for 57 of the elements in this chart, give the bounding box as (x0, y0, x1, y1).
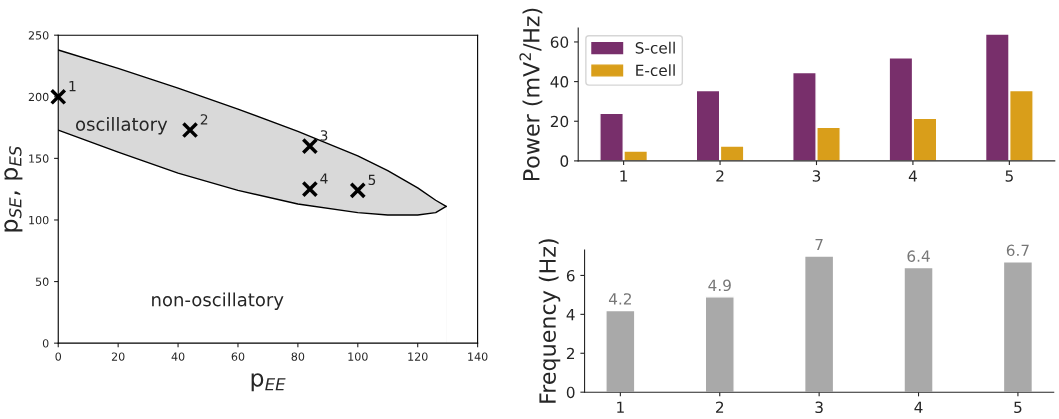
bar (903, 266, 934, 393)
legend-label: S-cell (635, 41, 675, 54)
x-axis-title: p$_{EE}$ (251, 373, 286, 392)
point (49, 88, 67, 106)
x-tick-label: 80 (291, 352, 305, 361)
x-tick-label: 120 (408, 352, 428, 361)
bar (605, 309, 636, 393)
x-tick-label: 20 (111, 352, 125, 361)
y-tick-label: 4 (566, 309, 575, 321)
annotation: 3 (320, 130, 328, 141)
point (301, 180, 319, 198)
y-axis-title: p$_{SE}$, p$_{ES}$ (4, 146, 23, 232)
x-tick-label: 2 (716, 401, 724, 413)
y-tick-label: 0 (42, 339, 49, 348)
y-tick-label: 20 (550, 115, 569, 128)
data-label: 4.2 (608, 293, 631, 305)
annotation: 1 (69, 81, 76, 92)
point (301, 137, 319, 155)
data-label: 6.7 (1006, 244, 1029, 257)
x-tick-label: 4 (908, 170, 917, 182)
x-tick-label: 5 (1005, 170, 1013, 182)
x-tick-label: 3 (815, 401, 823, 414)
x-tick-label: 100 (348, 352, 368, 361)
x-tick-label: 5 (1014, 401, 1022, 414)
x-tick-label: 1 (617, 401, 624, 413)
data-label: 6.4 (907, 250, 930, 262)
x-tick-label: 1 (620, 170, 628, 182)
y-tick-label: 0 (560, 155, 569, 167)
y-tick-label: 6 (566, 269, 575, 282)
data-label: 7 (815, 238, 823, 251)
x-tick-label: 2 (716, 170, 724, 182)
y-tick-label: 250 (28, 31, 49, 40)
x-tick-label: 3 (812, 170, 821, 182)
data-label: 4.9 (708, 279, 731, 292)
x-tick-label: 40 (171, 352, 185, 361)
y-tick-label: 0 (566, 386, 575, 399)
y-tick-label: 60 (550, 36, 569, 48)
point (349, 182, 367, 199)
y-tick-label: 100 (29, 215, 49, 225)
y-axis-title: Power (mV$^{2}$/Hz) (519, 8, 543, 181)
y-tick-label: 50 (35, 277, 49, 286)
annotation: non-oscillatory (152, 292, 284, 310)
annotation: 2 (200, 114, 208, 125)
y-tick-label: 40 (550, 76, 569, 88)
bar (803, 255, 835, 393)
annotation: oscillatory (76, 116, 168, 135)
bar (1002, 261, 1034, 393)
y-tick-label: 200 (28, 92, 49, 102)
legend-label: E-cell (636, 64, 675, 77)
point (181, 121, 199, 139)
x-tick-label: 0 (55, 352, 62, 361)
y-axis-title: Frequency (Hz) (538, 239, 561, 403)
x-tick-label: 4 (914, 401, 923, 413)
bar (704, 296, 735, 393)
x-tick-label: 140 (468, 352, 488, 361)
y-tick-label: 150 (29, 154, 49, 163)
x-tick-label: 60 (231, 352, 245, 361)
